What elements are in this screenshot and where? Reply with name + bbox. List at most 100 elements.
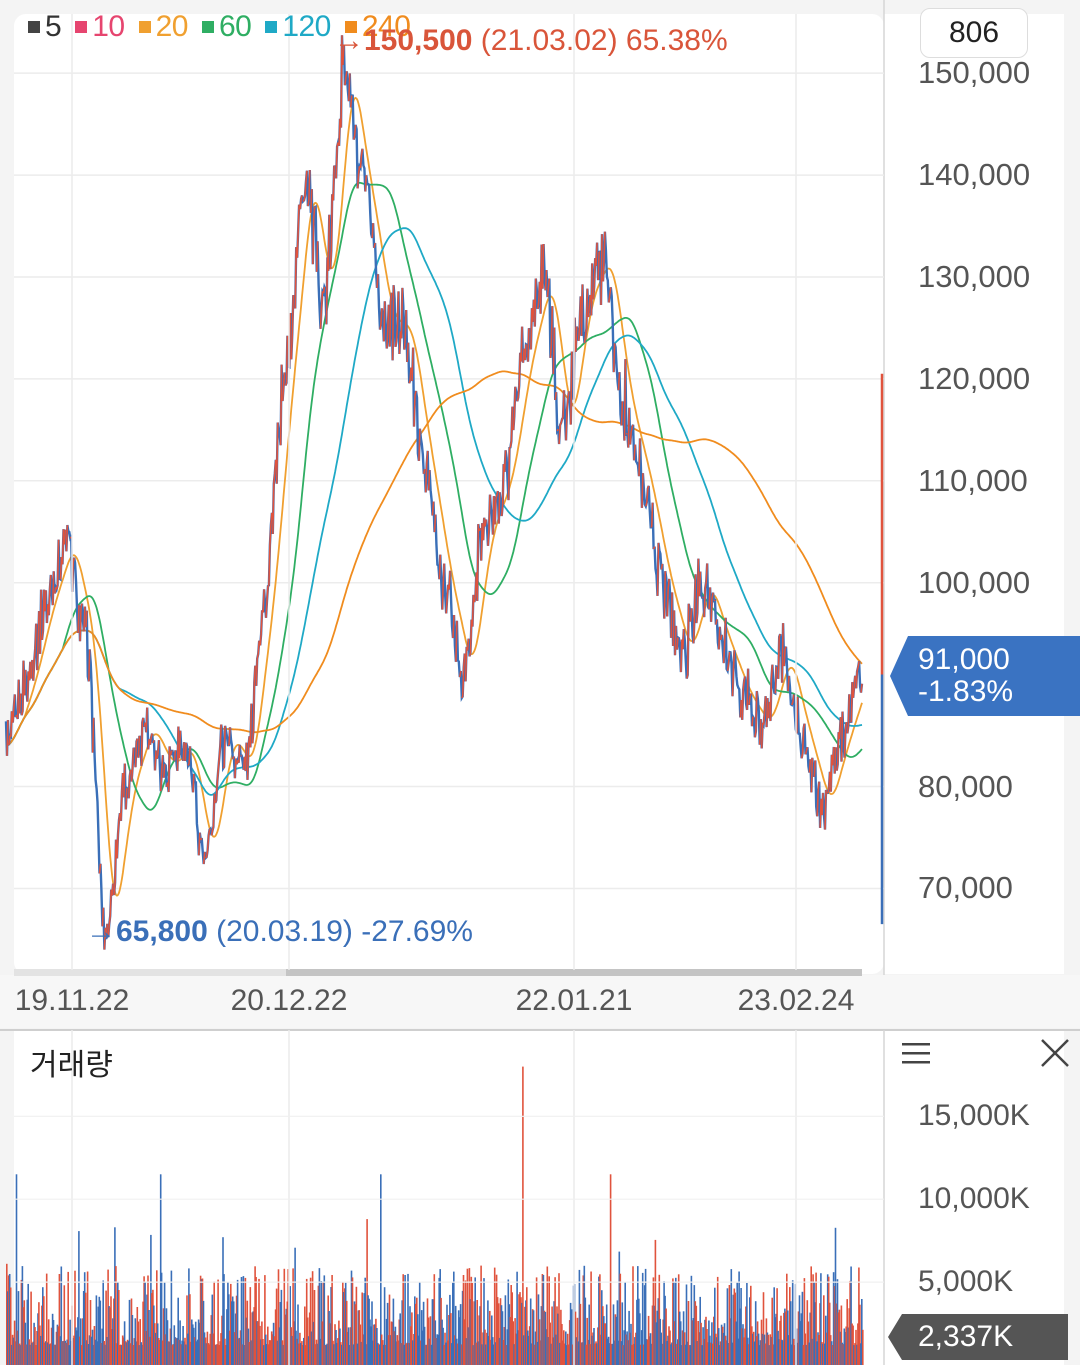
volume-bar [581,1342,584,1365]
volume-bar [225,1345,227,1365]
volume-bar [90,1336,93,1365]
price-tick-label: 70,000 [918,870,1013,906]
volume-bar [220,1333,222,1365]
volume-bar [823,1295,825,1365]
date-tick-label: 22.01.21 [515,984,633,1017]
volume-bar [712,1343,714,1365]
volume-bar [222,1237,224,1365]
volume-bar [508,1304,511,1365]
volume-bar [309,1277,312,1365]
volume-bar [273,1336,276,1365]
menu-icon[interactable] [900,1038,932,1068]
volume-bar [849,1280,851,1365]
volume-bar [86,1271,89,1365]
volume-bar [196,1339,199,1365]
volume-bar [264,1275,266,1365]
volume-bar [453,1271,455,1365]
volume-bar [201,1278,204,1365]
volume-bar [348,1345,351,1365]
volume-bar [272,1322,275,1365]
volume-bar [490,1339,492,1365]
volume-bar [771,1297,773,1365]
volume-bar [284,1314,287,1365]
volume-bar [13,1320,16,1365]
volume-bar [554,1277,556,1365]
volume-bar [211,1294,214,1365]
volume-bar [746,1283,748,1365]
volume-bar [625,1334,627,1365]
volume-bar [639,1313,641,1365]
volume-bar [620,1341,623,1365]
volume-bar [489,1310,491,1365]
volume-bar [561,1324,563,1365]
volume-bar [670,1344,672,1365]
volume-bar [380,1334,383,1365]
volume-bar [69,1319,71,1365]
volume-bar [515,1333,517,1365]
current-price-tag: 91,000 -1.83% [890,636,1080,716]
volume-bar [326,1343,328,1365]
volume-bar [200,1279,203,1365]
volume-bar [553,1301,555,1365]
volume-bar [700,1322,702,1365]
volume-bar [512,1321,514,1365]
volume-bar [403,1344,405,1365]
menu-icon-glyph [902,1043,930,1064]
volume-bar [679,1321,682,1365]
volume-bar [818,1335,820,1365]
volume-bar [203,1332,206,1365]
volume-bar [262,1339,264,1365]
volume-bar [476,1300,478,1365]
volume-bar [421,1330,424,1365]
volume-bar [414,1296,416,1365]
volume-bar [320,1281,323,1365]
volume-bar [590,1271,592,1365]
volume-bar [840,1305,843,1365]
legend-label: 5 [45,10,62,43]
volume-bar [102,1280,104,1365]
volume-bar [334,1324,336,1365]
volume-bar [713,1316,715,1365]
close-icon[interactable] [1038,1036,1072,1070]
volume-bar [656,1310,659,1365]
volume-bar [808,1342,810,1365]
volume-bar [404,1275,406,1365]
volume-bar [189,1294,191,1365]
volume-bar [729,1318,732,1365]
volume-bar [735,1321,737,1365]
volume-bar [359,1324,362,1365]
volume-bar [822,1343,824,1365]
volume-bar [556,1306,558,1365]
volume-title: 거래량 [30,1049,113,1082]
volume-bar [7,1291,9,1365]
volume-bar [188,1268,190,1365]
volume-bar [143,1276,145,1365]
volume-bar [725,1340,728,1365]
volume-bar [328,1311,330,1365]
volume-bar [478,1315,480,1365]
volume-bar [354,1304,357,1365]
volume-bar [10,1344,13,1365]
volume-bar [504,1295,507,1365]
volume-bar [591,1335,593,1365]
volume-bar [534,1331,537,1365]
volume-bar [358,1310,361,1365]
volume-bar [18,1343,21,1365]
volume-bar [550,1343,552,1365]
volume-bar [314,1344,317,1365]
volume-bar [418,1282,421,1365]
volume-bar [666,1340,668,1365]
volume-bar [106,1337,108,1365]
volume-bar [806,1300,809,1365]
volume-bar [170,1270,173,1365]
volume-bar [167,1341,170,1365]
volume-bar [605,1304,608,1365]
volume-bar [258,1278,260,1365]
volume-bar [791,1280,794,1365]
volume-bar [91,1329,94,1365]
price-axis-panel [884,14,1064,974]
volume-bar [376,1328,378,1365]
volume-bar [138,1345,140,1365]
volume-bar [347,1327,350,1365]
